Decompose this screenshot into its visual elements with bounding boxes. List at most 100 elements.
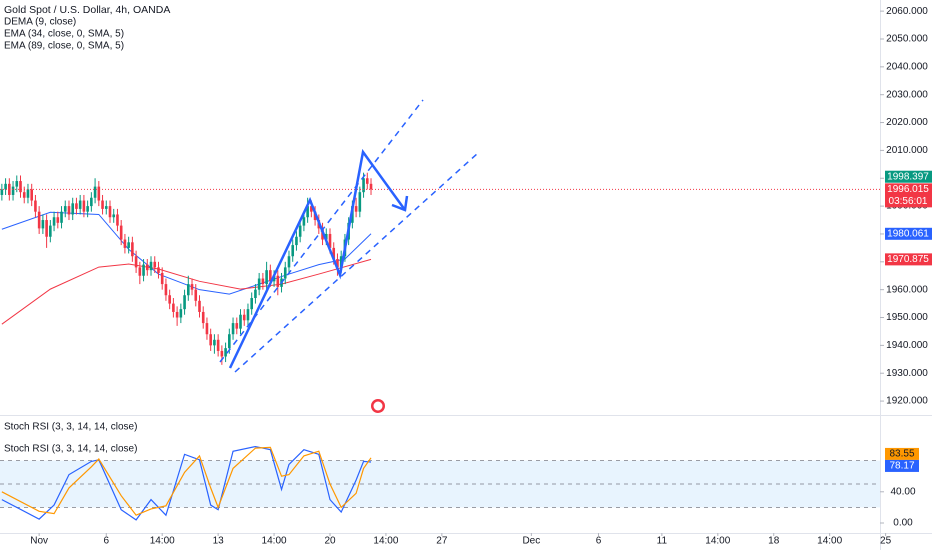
candle-body xyxy=(231,323,235,335)
candle-body xyxy=(220,350,224,357)
candle-body xyxy=(228,334,231,349)
x-tick-label: 14:00 xyxy=(705,536,730,547)
price-tag-label: 1996.015 xyxy=(887,184,929,195)
candle-body xyxy=(131,242,134,257)
y-tick-label: 0.00 xyxy=(893,518,913,529)
y-tick-label: 2030.000 xyxy=(886,89,928,100)
candle-body xyxy=(242,314,246,321)
candle-body xyxy=(11,186,15,195)
x-tick-label: 20 xyxy=(324,536,336,547)
indicator-label: Stoch RSI (3, 3, 14, 14, close) xyxy=(4,444,137,455)
candle-body xyxy=(310,206,313,212)
x-tick-label: 14:00 xyxy=(373,536,398,547)
candle-body xyxy=(257,278,261,290)
y-tick-label: 2020.000 xyxy=(886,117,928,128)
x-tick-label: Dec xyxy=(522,536,540,547)
candle-body xyxy=(332,247,336,260)
candle-body xyxy=(97,186,101,201)
candle-body xyxy=(19,181,22,193)
y-tick-label: 1950.000 xyxy=(886,312,928,323)
candle-body xyxy=(194,289,198,301)
candle-body xyxy=(336,259,339,268)
x-tick-label: 27 xyxy=(436,536,448,547)
candle-body xyxy=(283,267,287,279)
ema-line xyxy=(1,258,372,325)
zigzag xyxy=(228,148,407,369)
candle-body xyxy=(37,211,41,229)
price-tag-label: 1970.875 xyxy=(887,254,929,265)
candle-body xyxy=(45,220,48,237)
indicator-label: DEMA (9, close) xyxy=(4,17,76,28)
candle-body xyxy=(179,309,183,318)
candle-body xyxy=(213,339,216,346)
candle-body xyxy=(127,242,130,248)
candle-body xyxy=(235,323,239,329)
candle-body xyxy=(164,284,168,296)
candle-body xyxy=(250,298,253,310)
candle-body xyxy=(153,261,157,268)
candle-body xyxy=(157,267,160,273)
stoch-line xyxy=(1,445,372,521)
indicator-label: Stoch RSI (3, 3, 14, 14, close) xyxy=(4,422,137,433)
candle-body xyxy=(175,311,179,318)
y-tick-label: 40.00 xyxy=(890,486,915,497)
candle-body xyxy=(123,239,127,248)
candle-body xyxy=(328,233,332,248)
candle-body xyxy=(86,206,89,212)
y-tick-label: 2060.000 xyxy=(886,6,928,17)
price-tag xyxy=(885,170,932,183)
candle-body xyxy=(187,284,190,296)
candle-body xyxy=(272,275,276,282)
candle-body xyxy=(116,214,119,226)
x-tick-label: 25 xyxy=(880,536,892,547)
candle-body xyxy=(261,278,265,285)
candle-body xyxy=(224,348,227,357)
candle-body xyxy=(34,200,37,212)
price-tag xyxy=(885,183,932,208)
x-tick-label: Nov xyxy=(30,536,48,547)
x-tick-label: 14:00 xyxy=(817,536,842,547)
candle-body xyxy=(82,200,86,212)
x-tick-label: 6 xyxy=(103,536,109,547)
candle-body xyxy=(216,339,220,351)
candle-body xyxy=(190,284,194,290)
x-tick-label: 14:00 xyxy=(150,536,175,547)
candle-body xyxy=(90,197,93,207)
chart-title: Gold Spot / U.S. Dollar, 4h, OANDA xyxy=(4,4,170,16)
candle-body xyxy=(149,261,153,271)
price-tag-label: 1998.397 xyxy=(887,171,929,182)
candle-body xyxy=(60,211,63,223)
candle-body xyxy=(67,206,71,215)
candle-body xyxy=(112,214,116,218)
y-tick-label: 2050.000 xyxy=(886,34,928,45)
candle-body xyxy=(134,256,138,268)
candle-body xyxy=(104,206,108,209)
candle-body xyxy=(0,189,4,195)
value-tag xyxy=(885,459,919,472)
price-tag xyxy=(885,227,932,240)
candle-body xyxy=(41,220,45,229)
candle-body xyxy=(358,192,362,212)
candle-body xyxy=(160,272,164,285)
candle-body xyxy=(93,186,97,198)
x-tick-label: 18 xyxy=(768,536,780,547)
x-tick-label: 13 xyxy=(213,536,225,547)
candle-body xyxy=(365,178,369,184)
candle-body xyxy=(145,264,149,271)
candle-body xyxy=(295,236,298,246)
indicator-label: EMA (89, close, 0, SMA, 5) xyxy=(4,41,124,52)
candle-body xyxy=(362,178,365,193)
x-tick-label: 11 xyxy=(657,536,668,547)
y-tick-label: 2040.000 xyxy=(886,61,928,72)
value-tag-label: 78.17 xyxy=(889,461,914,472)
candle-body xyxy=(183,295,186,310)
candle-body xyxy=(142,264,145,276)
candle-body xyxy=(49,225,52,237)
candle-body xyxy=(168,295,171,304)
candle-body xyxy=(22,192,26,198)
drawings xyxy=(219,99,479,413)
event-icon-inner xyxy=(373,401,383,411)
candle-body xyxy=(209,334,212,346)
